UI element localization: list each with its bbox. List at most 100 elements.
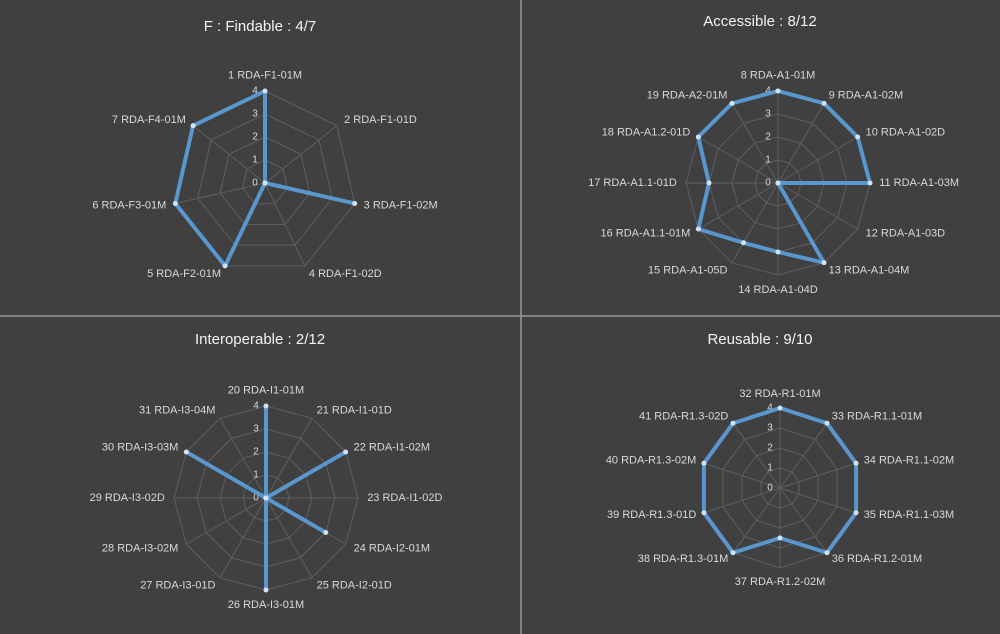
tick-label: 4	[767, 403, 773, 414]
data-point	[352, 200, 358, 206]
axis-label: 30 RDA-I3-03M	[102, 441, 178, 453]
axis-label: 32 RDA-R1-01M	[739, 388, 820, 400]
data-point	[867, 180, 873, 186]
axis-label: 39 RDA-R1.3-01D	[607, 509, 696, 521]
spoke	[779, 487, 828, 554]
tick-label: 0	[765, 178, 771, 189]
axis-label: 25 RDA-I2-01D	[317, 580, 392, 592]
chart-title: Reusable : 9/10	[707, 331, 812, 348]
tick-label: 0	[253, 493, 259, 504]
tick-label: 1	[767, 463, 773, 474]
spoke	[703, 487, 781, 514]
axis-label: 22 RDA-I1-02M	[354, 441, 430, 453]
axis-label: 10 RDA-A1-02D	[866, 126, 946, 138]
data-point	[701, 510, 707, 516]
axis-label: 5 RDA-F2-01M	[147, 268, 221, 280]
axis-label: 3 RDA-F1-02M	[364, 199, 438, 211]
axis-label: 37 RDA-R1.2-02M	[735, 576, 825, 588]
axis-label: 1 RDA-F1-01M	[228, 70, 302, 82]
data-point	[821, 260, 827, 266]
tick-label: 2	[765, 132, 771, 143]
axis-label: 38 RDA-R1.3-01M	[638, 553, 728, 565]
tick-label: 2	[252, 132, 258, 143]
spoke	[732, 422, 781, 489]
spoke	[777, 103, 825, 184]
data-point	[853, 460, 859, 466]
data-point	[695, 226, 701, 232]
spoke	[777, 136, 858, 184]
axis-label: 6 RDA-F3-01M	[92, 199, 166, 211]
axis-label: 24 RDA-I2-01M	[354, 543, 430, 555]
axis-label: 18 RDA-A1.2-01D	[602, 126, 691, 138]
chart-title: Accessible : 8/12	[703, 13, 816, 30]
data-point	[262, 180, 268, 186]
axis-label: 8 RDA-A1-01M	[741, 70, 816, 82]
axis-label: 31 RDA-I3-04M	[139, 404, 215, 416]
data-point	[263, 587, 269, 593]
data-point	[323, 530, 329, 535]
tick-label: 2	[767, 443, 773, 454]
spoke	[779, 462, 857, 489]
tick-label: 4	[252, 86, 258, 97]
axis-label: 33 RDA-R1.1-01M	[832, 411, 922, 423]
tick-label: 2	[253, 447, 259, 458]
data-point	[853, 510, 859, 516]
axis-label: 35 RDA-R1.1-03M	[864, 509, 954, 521]
axis-label: 20 RDA-I1-01M	[228, 385, 304, 397]
axis-label: 34 RDA-R1.1-02M	[864, 455, 954, 467]
data-point	[777, 405, 783, 411]
data-point	[730, 550, 736, 556]
tick-label: 4	[765, 86, 771, 97]
series-line	[173, 89, 357, 268]
tick-label: 1	[765, 155, 771, 166]
axis-label: 40 RDA-R1.3-02M	[606, 455, 696, 467]
data-point	[701, 460, 707, 466]
spoke	[779, 422, 828, 489]
data-point	[741, 240, 746, 246]
spoke	[264, 125, 338, 184]
axis-label: 15 RDA-A1-05D	[648, 265, 728, 277]
spoke	[698, 182, 779, 230]
tick-label: 4	[253, 401, 259, 412]
axis-label: 13 RDA-A1-04M	[829, 265, 910, 277]
tick-label: 3	[253, 424, 259, 435]
axis-label: 14 RDA-A1-04D	[738, 284, 818, 296]
data-point	[729, 100, 735, 106]
spoke	[265, 418, 313, 499]
spoke	[192, 125, 266, 184]
data-point	[824, 550, 830, 556]
spoke	[731, 103, 779, 184]
data-point	[343, 449, 349, 455]
spoke	[265, 497, 313, 578]
data-point	[777, 535, 783, 541]
spoke	[264, 182, 306, 267]
axis-label: 2 RDA-F1-01D	[344, 114, 417, 126]
data-point	[775, 88, 781, 94]
data-point	[262, 88, 268, 94]
data-point	[695, 134, 701, 140]
chart-title: Interoperable : 2/12	[195, 331, 325, 348]
data-point	[263, 495, 269, 501]
spoke	[731, 182, 779, 263]
data-point	[190, 123, 196, 129]
axis-label: 16 RDA-A1.1-01M	[600, 228, 690, 240]
tick-label: 0	[767, 483, 773, 494]
axis-label: 7 RDA-F4-01M	[112, 114, 186, 126]
spoke	[703, 462, 781, 489]
spoke	[219, 497, 267, 578]
tick-label: 1	[252, 155, 258, 166]
spoke	[219, 418, 267, 499]
axis-label: 41 RDA-R1.3-02D	[639, 411, 728, 423]
axis-label: 9 RDA-A1-02M	[829, 89, 904, 101]
tick-label: 3	[765, 109, 771, 120]
spoke	[175, 182, 266, 204]
spoke	[186, 497, 267, 545]
tick-label: 3	[252, 109, 258, 120]
axis-label: 11 RDA-A1-03M	[879, 177, 959, 189]
tick-label: 0	[252, 178, 258, 189]
data-point	[183, 449, 189, 455]
spoke	[779, 487, 857, 514]
axis-label: 36 RDA-R1.2-01M	[832, 553, 922, 565]
data-point	[706, 180, 712, 186]
